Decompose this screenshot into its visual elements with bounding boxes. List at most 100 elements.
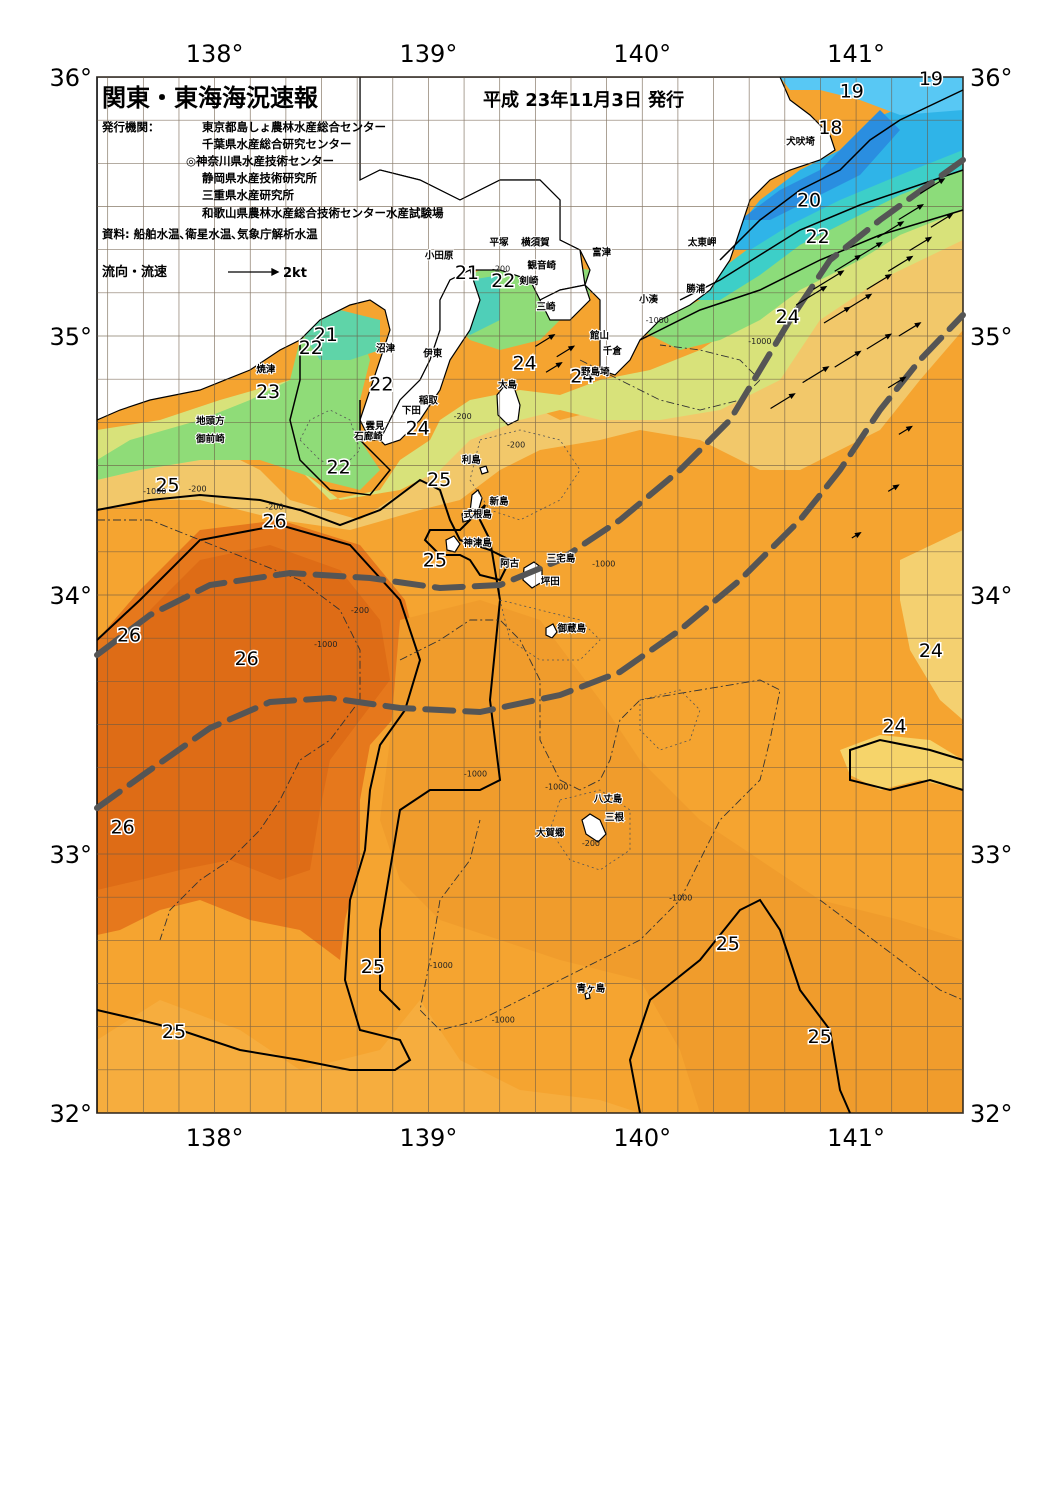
place-name: 大賀郷 <box>536 827 565 839</box>
temperature-label: 19 <box>840 81 864 103</box>
depth-label: -1000 <box>592 560 615 569</box>
place-name: 伊東 <box>422 348 443 360</box>
axis-labels: 138° 138° 139° 139° 140° 140° 141° 141° 36° 36° 35… <box>49 40 1012 1152</box>
lat-tick-label: 34° <box>49 582 92 610</box>
kuroshio-axes <box>94 157 966 811</box>
lat-tick-label: 35° <box>970 323 1013 351</box>
temperature-label: 25 <box>716 933 740 955</box>
place-name: 沼津 <box>376 343 396 355</box>
place-name: 千倉 <box>603 345 623 357</box>
place-name: 太東岬 <box>688 236 717 248</box>
data-sources: 資料: 船舶水温､衛星水温､気象庁解析水温 <box>102 227 318 241</box>
current-arrow-head <box>897 221 905 228</box>
temperature-label: 24 <box>513 353 537 375</box>
temperature-label: 25 <box>155 474 179 496</box>
legend-arrow <box>228 267 280 277</box>
place-name: 新島 <box>489 495 509 507</box>
depth-contours-dotted <box>299 409 701 871</box>
place-name: 坪田 <box>541 576 560 588</box>
temperature-label: 26 <box>111 816 135 838</box>
temperature-label: 25 <box>423 550 447 572</box>
depth-label: -200 <box>582 839 600 848</box>
current-arrow-head <box>820 285 828 292</box>
current-vectors <box>535 178 954 539</box>
temperature-label: 25 <box>361 956 385 978</box>
publisher-label: 発行機関： <box>101 120 160 134</box>
place-name: 犬吠埼 <box>785 135 815 147</box>
sea-25-light <box>97 1000 640 1113</box>
lon-tick-label: 138° <box>186 1124 244 1152</box>
current-arrow-head <box>924 236 933 243</box>
isotherm-25-islands <box>96 478 512 1011</box>
depth-label: -1000 <box>646 316 669 325</box>
temperature-label: 18 <box>818 117 842 139</box>
sea-23 <box>97 200 963 500</box>
current-arrow-head <box>875 241 883 248</box>
depth-labels: -1000 -200 -200 -200 -1000 -200 -200 -200 -1000 -… <box>143 264 771 1024</box>
isotherm-contours <box>96 89 964 1114</box>
temperature-label: 26 <box>262 511 286 533</box>
temperature-label: 19 <box>919 68 943 90</box>
lon-tick-label: 139° <box>400 40 458 68</box>
place-name: 式根島 <box>463 508 492 520</box>
temperature-label: 24 <box>776 306 800 328</box>
isotherm-19 <box>719 89 964 261</box>
place-name: 稲取 <box>419 394 439 406</box>
isotherm-25-south <box>628 898 851 1114</box>
depth-label: -1000 <box>314 640 337 649</box>
publisher-4: 静岡県水産技術研究所 <box>202 171 317 185</box>
current-arrow <box>795 286 827 306</box>
current-arrow-head <box>854 350 862 357</box>
temperature-label: 22 <box>491 270 515 292</box>
current-arrow-head <box>914 322 922 329</box>
current-arrow-head <box>567 345 576 352</box>
current-arrow-head <box>788 393 796 400</box>
lon-tick-label: 138° <box>186 40 244 68</box>
temperature-label: 22 <box>327 456 351 478</box>
sea-21 <box>300 310 380 360</box>
isotherm-22-izu <box>289 340 392 496</box>
temperature-label: 24 <box>406 417 430 439</box>
sea-19-north <box>780 77 963 115</box>
current-arrow-head <box>865 293 873 300</box>
place-name: 下田 <box>402 406 421 417</box>
place-name: 三崎 <box>537 301 557 313</box>
depth-label: -1000 <box>430 961 453 970</box>
temperature-label: 22 <box>806 226 830 248</box>
place-name: 御前崎 <box>195 433 225 445</box>
place-name: 御蔵島 <box>556 622 586 634</box>
temperature-label: 21 <box>314 324 338 346</box>
land <box>97 77 836 1000</box>
place-name: 大島 <box>498 379 518 391</box>
place-name: 勝浦 <box>686 283 706 295</box>
current-arrow-head <box>892 484 900 491</box>
current-arrow <box>813 270 844 290</box>
place-name: 剣崎 <box>518 275 539 287</box>
place-name: 観音崎 <box>528 260 557 272</box>
temperature-label: 22 <box>299 337 323 359</box>
lat-tick-label: 33° <box>970 841 1013 869</box>
isotherm-24-east <box>849 738 964 792</box>
current-arrow-head <box>837 270 845 277</box>
place-name: 小田原 <box>424 249 454 261</box>
current-arrow-head <box>548 334 556 341</box>
temperature-label: 24 <box>570 366 594 388</box>
depth-label: -200 <box>351 606 369 615</box>
place-name: 野島埼 <box>581 366 610 378</box>
current-arrow-head <box>906 255 914 262</box>
lat-tick-label: 32° <box>970 1100 1013 1128</box>
place-name: 横須賀 <box>521 236 550 248</box>
legend-speed: 2kt <box>283 266 307 281</box>
lat-tick-label: 34° <box>970 582 1013 610</box>
publisher-2: 千葉県水産総合研究センター <box>202 137 352 151</box>
lon-tick-label: 139° <box>400 1124 458 1152</box>
current-arrow-head <box>854 531 862 538</box>
kuroshio-south-edge <box>94 312 966 811</box>
place-name: 神津島 <box>463 537 492 549</box>
place-name: 富津 <box>592 247 612 259</box>
temperature-label: 25 <box>808 1026 832 1048</box>
isotherm-20 <box>679 169 964 301</box>
current-arrow-head <box>905 425 913 432</box>
legend-label: 流向・流速 <box>102 264 167 280</box>
